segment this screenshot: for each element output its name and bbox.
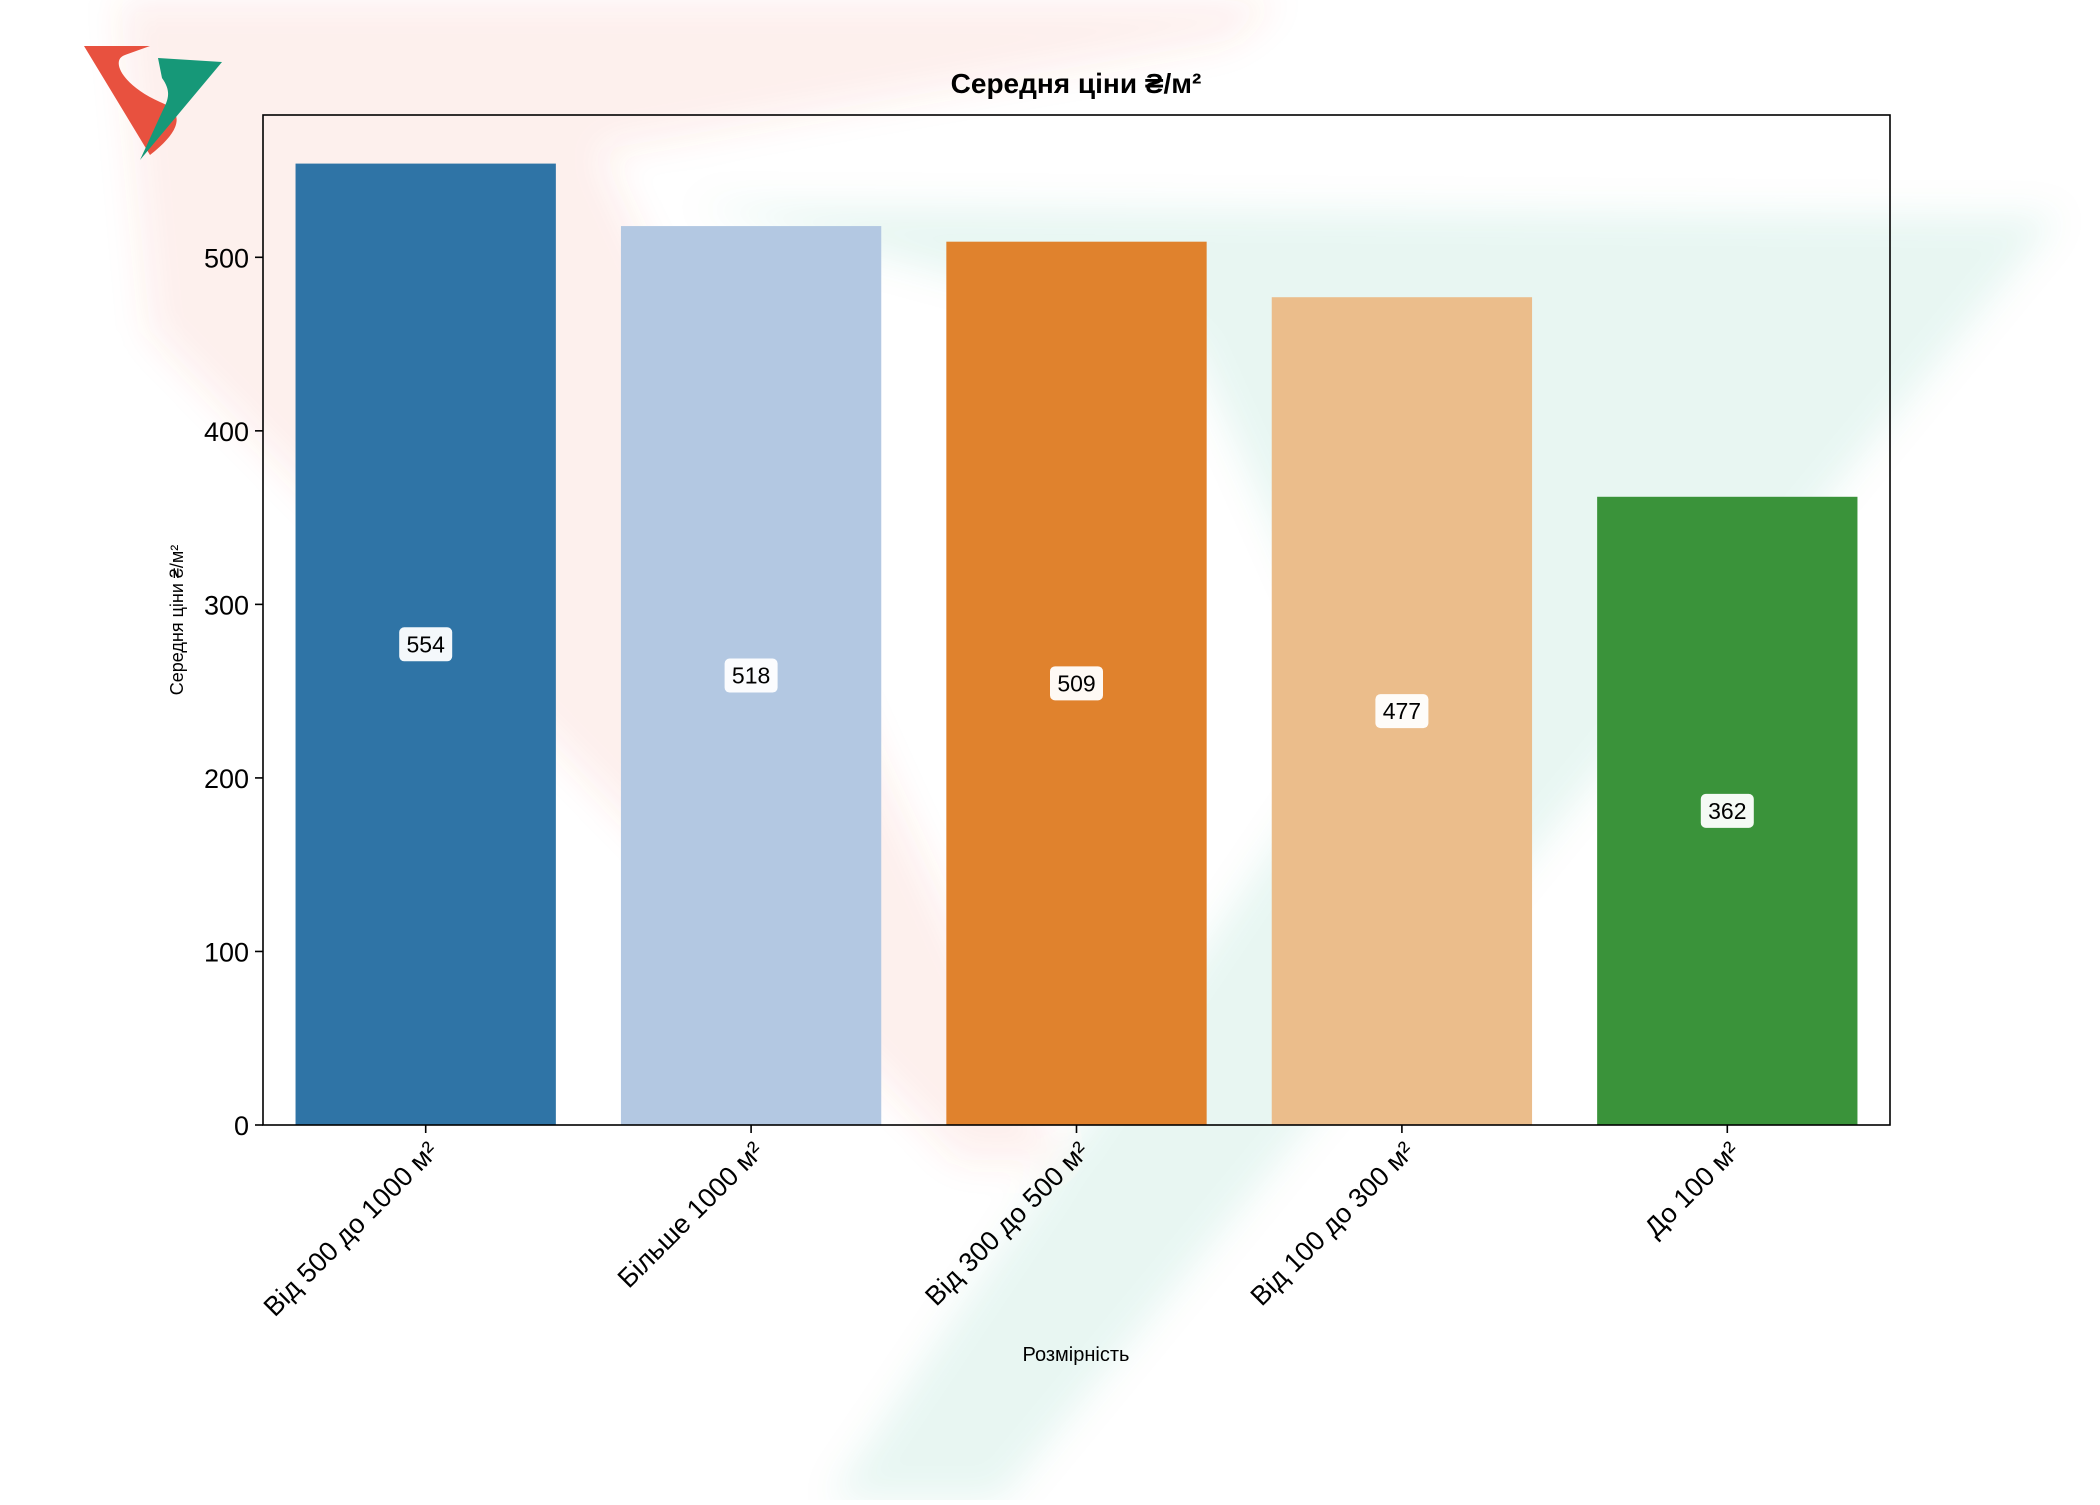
logo-red-shape xyxy=(84,46,177,155)
x-tick-label: До 100 м² xyxy=(1639,1136,1746,1243)
value-label-box xyxy=(724,658,778,693)
x-tick-label: Більше 1000 м² xyxy=(612,1136,770,1294)
y-tick-label: 300 xyxy=(204,590,249,620)
value-label-box xyxy=(1700,793,1754,828)
x-tick-label: Від 500 до 1000 м² xyxy=(258,1136,444,1322)
value-labels-group: 554 518 509 477 362 xyxy=(399,627,1754,828)
y-tick-label: 400 xyxy=(204,417,249,447)
value-label: 509 xyxy=(1057,670,1095,696)
x-axis-label: Розмірність xyxy=(1023,1344,1130,1366)
y-axis-label: Середня ціни ₴/м² xyxy=(167,545,187,696)
y-tick-label: 0 xyxy=(234,1111,249,1141)
value-label: 362 xyxy=(1708,798,1746,824)
company-logo xyxy=(84,46,222,160)
y-tick-label: 100 xyxy=(204,937,249,967)
y-axis: 0 100 200 300 400 500 xyxy=(204,243,263,1141)
logo-green-shape xyxy=(140,58,222,160)
chart-title: Середня ціни ₴/м² xyxy=(951,68,1202,99)
value-label-box xyxy=(1050,666,1103,701)
y-tick-label: 200 xyxy=(204,764,249,794)
value-label-box xyxy=(399,627,453,662)
value-label: 554 xyxy=(407,631,446,657)
value-label: 477 xyxy=(1383,698,1421,724)
value-label: 518 xyxy=(732,663,770,689)
value-label-box xyxy=(1375,694,1429,729)
y-tick-label: 500 xyxy=(204,243,249,273)
